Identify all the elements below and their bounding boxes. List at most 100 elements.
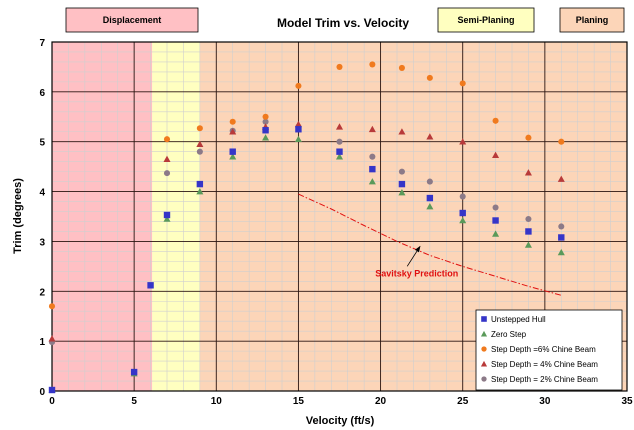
series-1-point xyxy=(398,189,406,196)
x-tick-label: 5 xyxy=(131,396,137,407)
series-0-point xyxy=(262,127,269,134)
series-2-point xyxy=(369,61,376,68)
y-tick-label: 6 xyxy=(39,88,45,99)
x-tick-label: 25 xyxy=(457,396,469,407)
series-1-point xyxy=(557,248,565,256)
series-1-point xyxy=(368,178,376,185)
series-0-point xyxy=(525,228,532,235)
x-tick-label: 30 xyxy=(539,396,551,407)
series-3-point xyxy=(368,125,376,133)
y-tick-label: 3 xyxy=(39,237,45,248)
series-2-point xyxy=(492,117,499,124)
series-0-point xyxy=(369,165,376,173)
plot-frame xyxy=(51,41,628,392)
series-3-point xyxy=(196,140,204,148)
series-2-point xyxy=(525,134,532,141)
series-2-point xyxy=(48,303,56,310)
series-1-point xyxy=(163,215,171,222)
series-4-point xyxy=(262,118,269,125)
series-2-point xyxy=(229,118,236,125)
y-axis-label: Trim (degrees) xyxy=(12,178,24,254)
series-0-point xyxy=(558,234,565,241)
legend-marker-1 xyxy=(480,330,488,337)
legend-label-3: Step Depth = 4% Chine Beam xyxy=(491,360,598,369)
region-1-label: Semi-Planing xyxy=(457,15,514,25)
series-1-point xyxy=(524,241,532,248)
region-0-label: Displacement xyxy=(103,15,162,25)
series-3-point xyxy=(48,335,56,342)
series-0-point xyxy=(459,209,466,217)
legend-label-0: Unstepped Hull xyxy=(491,315,546,324)
series-0-point xyxy=(295,126,302,133)
region-2-label-box xyxy=(559,7,625,33)
series-2-point xyxy=(336,63,343,70)
series-4-point xyxy=(369,153,376,160)
series-3-point xyxy=(398,128,406,135)
region-labels: Displacement Semi-Planing Planing xyxy=(65,7,625,33)
legend-marker-4 xyxy=(481,376,487,382)
series-3-point xyxy=(229,128,237,135)
series-0-point xyxy=(48,386,56,394)
x-tick-label: 20 xyxy=(375,396,387,407)
series-1-point xyxy=(262,134,270,141)
series-3-point xyxy=(557,175,565,182)
region-0-background xyxy=(52,42,153,391)
series-2-point xyxy=(558,138,565,145)
savitsky-prediction-curve xyxy=(298,193,562,296)
legend-label-2: Step Depth =6% Chine Beam xyxy=(491,345,596,354)
y-tick-label: 1 xyxy=(39,337,45,348)
region-1-label-box xyxy=(437,7,535,33)
region-2-label: Planing xyxy=(576,15,609,25)
legend: Unstepped Hull Zero Step Step Depth =6% Ch… xyxy=(475,309,623,391)
legend-marker-0 xyxy=(481,316,487,322)
region-0-label-box xyxy=(65,7,199,33)
y-tick-labels: 0 1 2 3 4 5 6 7 xyxy=(39,38,45,398)
y-tick-label: 4 xyxy=(39,188,45,199)
y-tick-label: 2 xyxy=(39,287,45,298)
series-4-point xyxy=(525,215,532,223)
series-4-point xyxy=(196,148,203,155)
series-4-point xyxy=(459,193,466,200)
series-4-point xyxy=(426,178,433,185)
series-2-point xyxy=(426,74,433,81)
series-4-point xyxy=(398,168,405,175)
series-3-point xyxy=(294,120,302,128)
x-tick-label: 35 xyxy=(621,396,633,407)
x-tick-label: 15 xyxy=(293,396,305,407)
legend-marker-3 xyxy=(480,360,488,367)
savitsky-annotation-label: Savitsky Prediction xyxy=(375,268,458,278)
legend-box xyxy=(475,309,623,391)
series-0-point xyxy=(398,180,406,188)
series-0-point xyxy=(492,217,499,224)
y-tick-label: 0 xyxy=(39,387,45,398)
series-3-point xyxy=(335,123,344,130)
savitsky-annotation-arrow xyxy=(406,245,421,267)
series-1-point xyxy=(229,153,237,160)
series-2-point xyxy=(262,113,269,120)
series-0-point xyxy=(163,211,171,219)
series-2-point xyxy=(196,125,203,132)
series-1-point xyxy=(335,153,344,160)
y-tick-label: 7 xyxy=(39,38,45,49)
x-axis-label: Velocity (ft/s) xyxy=(306,415,375,427)
series-2-point xyxy=(459,80,466,87)
region-1-background xyxy=(152,42,200,391)
series-4-point xyxy=(558,223,565,230)
series-2-point xyxy=(163,136,171,143)
x-tick-labels: 0 5 10 15 20 25 30 35 xyxy=(49,396,633,407)
series-4-point xyxy=(336,138,343,145)
series-1-point xyxy=(459,216,467,224)
series-0-point xyxy=(426,194,434,202)
series-1-point xyxy=(196,188,204,195)
series-3-point xyxy=(163,155,171,162)
x-tick-label: 0 xyxy=(49,396,55,407)
data-points xyxy=(48,61,565,394)
series-0-point xyxy=(336,148,343,155)
series-3-point xyxy=(459,138,467,145)
y-tick-label: 5 xyxy=(39,138,45,149)
series-3-point xyxy=(524,169,532,176)
series-0-point xyxy=(130,368,138,376)
x-tick-label: 10 xyxy=(211,396,223,407)
series-0-point xyxy=(147,282,154,289)
